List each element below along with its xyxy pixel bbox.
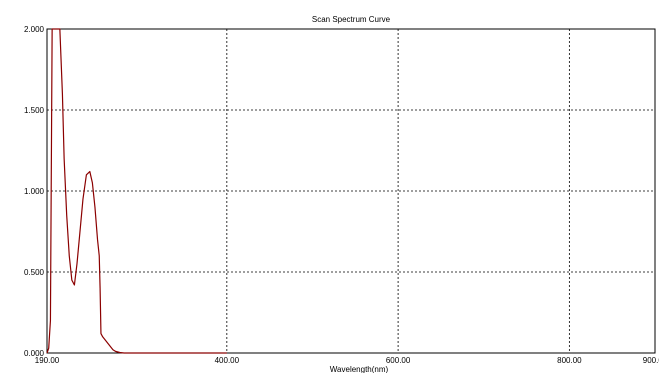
y-tick-label: 2.000 bbox=[24, 25, 45, 34]
x-axis-label: Wavelength(nm) bbox=[330, 365, 389, 373]
x-tick-label: 600.00 bbox=[386, 356, 411, 365]
grid-lines bbox=[47, 29, 655, 353]
x-tick-label: 900.00 bbox=[643, 356, 659, 365]
y-tick-label: 1.500 bbox=[24, 106, 45, 115]
x-tick-label: 190.00 bbox=[35, 356, 60, 365]
y-tick-label: 1.000 bbox=[24, 187, 45, 196]
tick-labels: 190.00 400.00 600.00 800.00 900.00 0.000 0.500… bbox=[24, 25, 659, 365]
x-tick-label: 400.00 bbox=[215, 356, 240, 365]
series-layer bbox=[46, 28, 227, 354]
x-tick-label: 800.00 bbox=[557, 356, 582, 365]
series-line bbox=[46, 28, 227, 354]
y-tick-label: 0.500 bbox=[24, 268, 45, 277]
chart-title: Scan Spectrum Curve bbox=[312, 15, 391, 24]
y-tick-label: 0.000 bbox=[24, 349, 45, 358]
